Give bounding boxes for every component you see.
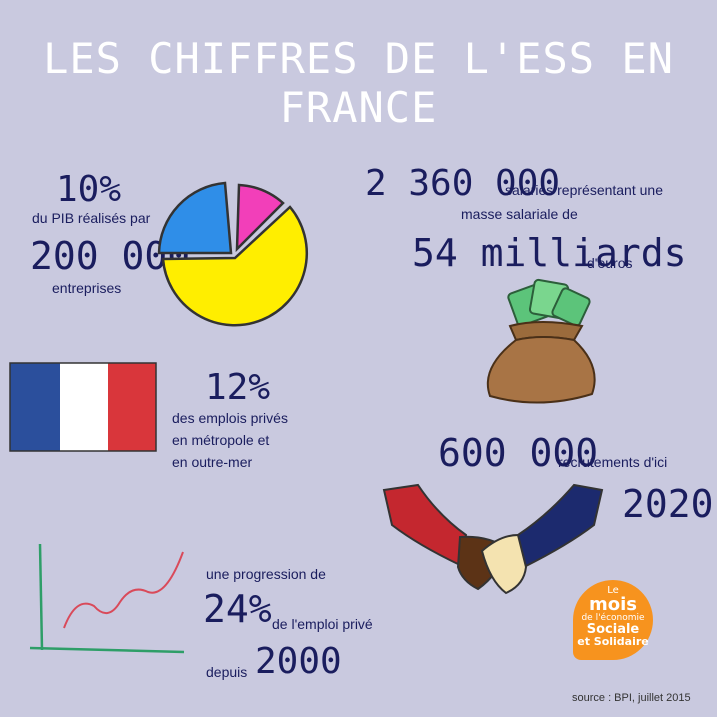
source-note: source : BPI, juillet 2015 <box>572 692 691 704</box>
page-title: LES CHIFFRES DE L'ESS EN FRANCE <box>43 34 674 132</box>
pie-slice-yellow <box>161 205 308 327</box>
emplois-text-3: en outre-mer <box>172 454 253 470</box>
logo-text-1: Le <box>607 585 619 596</box>
french-flag-icon <box>9 362 157 452</box>
emplois-text-1: des emplois privés <box>172 410 288 426</box>
logo-text-4: Sociale <box>586 622 640 637</box>
emplois-text-2: en métropole et <box>172 432 270 448</box>
pie-slice-pink <box>235 183 285 253</box>
emplois-percent: 12% <box>205 367 271 408</box>
progression-since: depuis <box>206 664 248 680</box>
pib-text-1: du PIB réalisés par <box>32 210 151 226</box>
progression-year: 2000 <box>255 641 342 682</box>
pie-chart-illustration <box>157 181 308 327</box>
salaries-amount: 54 milliards <box>412 231 687 275</box>
growth-chart-illustration <box>29 543 185 654</box>
progression-text-2: de l'emploi privé <box>272 616 373 632</box>
money-bag-icon <box>486 278 596 404</box>
progression-percent: 24% <box>203 587 272 631</box>
salaries-text-1: salariés représentant une <box>505 182 663 198</box>
pib-text-2: entreprises <box>52 280 122 296</box>
recrutements-year: 2020 <box>622 482 714 526</box>
handshake-icon <box>382 483 604 595</box>
logo-text-2: mois <box>588 594 637 615</box>
recrutements-text: recrutements d'ici <box>558 454 668 470</box>
progression-text-1: une progression de <box>206 566 326 582</box>
logo-text-5: et Solidaire <box>577 635 649 648</box>
pib-percent: 10% <box>56 169 122 210</box>
salaries-text-2: masse salariale de <box>461 206 578 222</box>
pie-slice-blue <box>157 181 233 255</box>
salaries-count: 2 360 000 <box>365 163 561 204</box>
salaries-unit: d'euros <box>587 255 633 271</box>
recrutements-count: 600 000 <box>438 431 599 475</box>
mois-ess-logo: Le mois de l'économie Sociale et Solidai… <box>573 580 653 660</box>
logo-text-3: de l'économie <box>581 613 645 623</box>
